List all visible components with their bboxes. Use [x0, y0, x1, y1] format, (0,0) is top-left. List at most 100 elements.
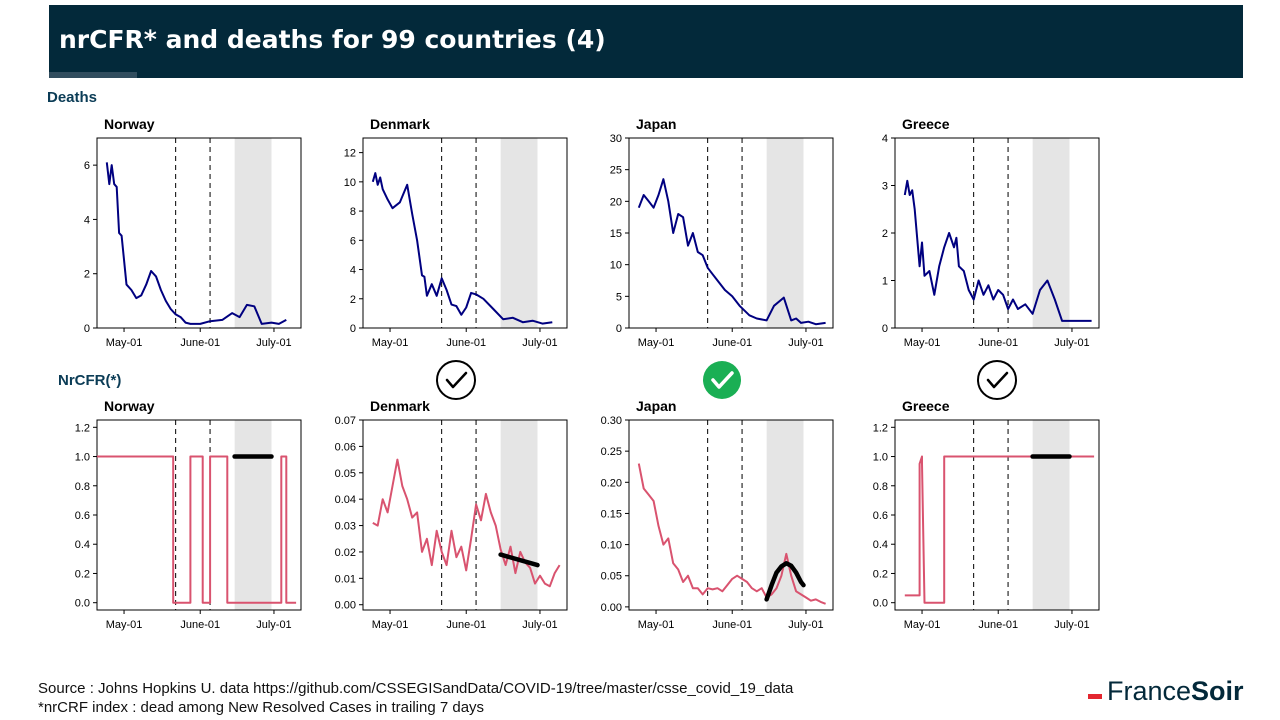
- chart-nrcfr-japan: 0.00 0.05 0.10 0.15 0.20 0.25 0.30 May-01 June-0…: [601, 398, 834, 631]
- x-tick-label: June-01: [712, 619, 752, 631]
- x-tick-label: July-01: [1054, 619, 1089, 631]
- nrcfr-section-label: NrCFR(*): [58, 372, 122, 389]
- chart-nrcfr-denmark: 0.00 0.01 0.02 0.03 0.04 0.05 0.06 0.07 May-01 Ju…: [335, 398, 568, 631]
- y-tick-label: 20: [610, 196, 622, 208]
- highlight-band: [500, 138, 538, 328]
- trend-line: [498, 552, 540, 568]
- highlight-band: [766, 138, 804, 328]
- deaths-section-label: Deaths: [47, 89, 98, 106]
- y-tick-label: 0.20: [601, 477, 622, 489]
- chart-deaths-norway: 0 2 4 6 May-01 June-01 July-01 Norway: [84, 116, 302, 349]
- y-tick-label: 2: [84, 269, 90, 281]
- y-tick-label: 0.4: [873, 539, 888, 551]
- y-tick-label: 0.6: [873, 510, 888, 522]
- x-tick-label: May-01: [106, 619, 143, 631]
- chart-deaths-greece: 0 1 2 3 4 May-01 June-01 July-01 Greece: [882, 116, 1100, 349]
- x-tick-label: June-01: [446, 619, 486, 631]
- x-tick-label: June-01: [180, 337, 220, 349]
- highlight-band: [1032, 420, 1070, 610]
- x-tick-label: May-01: [372, 337, 409, 349]
- x-tick-label: July-01: [522, 337, 557, 349]
- deaths-series-line: [637, 178, 826, 326]
- x-tick-label: June-01: [978, 337, 1018, 349]
- y-tick-label: 25: [610, 165, 622, 177]
- y-tick-label: 4: [350, 265, 356, 277]
- check-outline-icon: [977, 360, 1017, 400]
- title-accent-bar: [49, 72, 137, 78]
- y-tick-label: 15: [610, 228, 622, 240]
- chart-deaths-japan: 0 5 10 15 20 25 30 May-01 June-01 July-01 Japan: [610, 116, 834, 349]
- y-tick-label: 4: [84, 214, 90, 226]
- y-tick-label: 6: [84, 160, 90, 172]
- index-footnote: *nrCRF index : dead among New Resolved C…: [38, 699, 485, 716]
- y-tick-label: 0.02: [335, 547, 356, 559]
- y-tick-label: 0.01: [335, 573, 356, 585]
- logo-dash-mark: [1088, 694, 1102, 700]
- x-tick-label: June-01: [446, 337, 486, 349]
- y-tick-label: 0.06: [335, 441, 356, 453]
- chart-title: Norway: [104, 116, 155, 132]
- y-tick-label: 0.8: [873, 481, 888, 493]
- x-tick-label: July-01: [522, 619, 557, 631]
- francesoir-logo: FranceSoir: [1088, 676, 1244, 712]
- highlight-band: [1032, 138, 1070, 328]
- y-tick-label: 0.0: [75, 598, 90, 610]
- chart-title: Japan: [636, 116, 676, 132]
- check-mark: [445, 371, 468, 389]
- y-tick-label: 0.2: [873, 568, 888, 580]
- y-tick-label: 0.04: [335, 494, 356, 506]
- chart-title: Denmark: [370, 116, 430, 132]
- highlight-band: [234, 138, 272, 328]
- y-tick-label: 2: [882, 228, 888, 240]
- chart-title: Denmark: [370, 398, 430, 414]
- x-tick-label: June-01: [712, 337, 752, 349]
- chart-title: Norway: [104, 398, 155, 414]
- y-tick-label: 8: [350, 206, 356, 218]
- y-tick-label: 1.2: [75, 422, 90, 434]
- trend-line: [764, 561, 806, 602]
- chart-nrcfr-greece: 0.0 0.2 0.4 0.6 0.8 1.0 1.2 May-01 June-01 July-0…: [873, 398, 1100, 631]
- x-tick-label: May-01: [106, 337, 143, 349]
- logo-text-light: France: [1107, 676, 1192, 706]
- nrcfr-series-line: [904, 455, 1095, 604]
- x-tick-label: May-01: [904, 337, 941, 349]
- y-tick-label: 1.0: [75, 452, 90, 464]
- y-tick-label: 1.2: [873, 422, 888, 434]
- x-tick-label: June-01: [180, 619, 220, 631]
- x-tick-label: May-01: [372, 619, 409, 631]
- page-title: nrCFR* and deaths for 99 countries (4): [59, 25, 606, 54]
- chart-title: Greece: [902, 116, 950, 132]
- y-tick-label: 4: [882, 133, 888, 145]
- y-tick-label: 30: [610, 133, 622, 145]
- check-mark: [986, 371, 1009, 389]
- x-tick-label: May-01: [638, 337, 675, 349]
- x-tick-label: May-01: [904, 619, 941, 631]
- y-tick-label: 2: [350, 294, 356, 306]
- deaths-series-line: [105, 162, 287, 325]
- highlight-band: [500, 420, 538, 610]
- y-tick-label: 0.2: [75, 568, 90, 580]
- chart-title: Japan: [636, 398, 676, 414]
- nrcfr-series-line: [637, 463, 826, 605]
- y-tick-label: 0.30: [601, 415, 622, 427]
- chart-deaths-denmark: 0 2 4 6 8 10 12 May-01 June-01 July-01 Denmark: [344, 116, 568, 349]
- y-tick-label: 0: [616, 323, 622, 335]
- x-tick-label: July-01: [256, 337, 291, 349]
- source-note: Source : Johns Hopkins U. data https://g…: [38, 680, 794, 697]
- x-tick-label: July-01: [788, 337, 823, 349]
- check-circle: [436, 360, 476, 400]
- plot-frame: [628, 419, 834, 611]
- plot-frame: [96, 137, 302, 329]
- y-tick-label: 0: [84, 323, 90, 335]
- y-tick-label: 0.0: [873, 598, 888, 610]
- x-tick-label: July-01: [788, 619, 823, 631]
- check-circle: [977, 360, 1017, 400]
- y-tick-label: 0.8: [75, 481, 90, 493]
- y-tick-label: 0.6: [75, 510, 90, 522]
- logo-text-bold: Soir: [1191, 676, 1244, 706]
- plot-frame: [362, 137, 568, 329]
- nrcfr-series-line: [372, 458, 561, 588]
- chart-title: Greece: [902, 398, 950, 414]
- y-tick-label: 0.05: [601, 571, 622, 583]
